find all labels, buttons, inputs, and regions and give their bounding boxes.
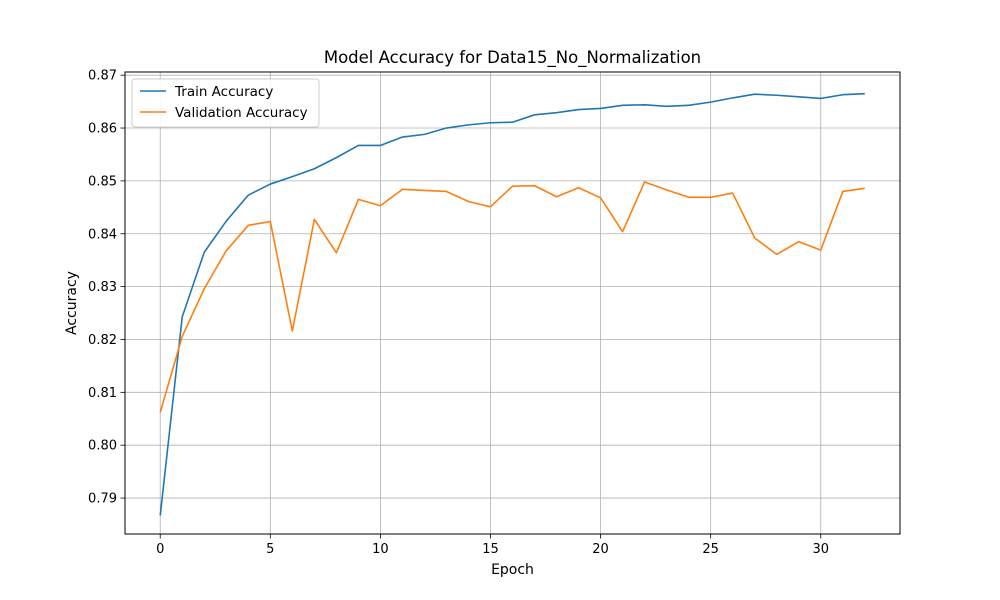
y-tick-label: 0.85 xyxy=(88,174,117,189)
y-axis: 0.79 0.80 0.81 0.82 0.83 0.84 0.85 0.86 0.87 xyxy=(88,69,125,507)
y-tick-label: 0.80 xyxy=(88,439,117,454)
x-tick-label: 25 xyxy=(702,542,719,557)
y-tick-label: 0.84 xyxy=(88,227,117,242)
x-tick-label: 20 xyxy=(592,542,609,557)
legend-label: Train Accuracy xyxy=(174,84,273,100)
x-axis-label: Epoch xyxy=(491,562,534,578)
y-tick-label: 0.83 xyxy=(88,280,117,295)
x-tick-label: 15 xyxy=(482,542,499,557)
grid-lines xyxy=(125,72,900,534)
legend: Train Accuracy Validation Accuracy xyxy=(131,78,320,128)
x-axis: 0 5 10 15 20 25 30 xyxy=(156,534,829,557)
y-axis-label: Accuracy xyxy=(64,271,80,335)
x-tick-label: 5 xyxy=(266,542,274,557)
x-tick-label: 10 xyxy=(372,542,389,557)
legend-box xyxy=(131,78,320,128)
y-tick-label: 0.79 xyxy=(88,492,117,507)
series-lines xyxy=(159,92,865,516)
x-tick-label: 30 xyxy=(812,542,829,557)
plot-area xyxy=(124,71,901,535)
series-line-1 xyxy=(159,92,865,516)
y-tick-label: 0.86 xyxy=(88,122,117,137)
legend-label: Validation Accuracy xyxy=(175,105,308,121)
y-tick-label: 0.87 xyxy=(88,69,117,84)
y-tick-label: 0.82 xyxy=(88,333,117,348)
chart-title: Model Accuracy for Data15_No_Normalizati… xyxy=(324,48,701,68)
series-line-2 xyxy=(159,181,865,413)
y-tick-label: 0.81 xyxy=(88,386,117,401)
x-tick-label: 0 xyxy=(156,542,164,557)
